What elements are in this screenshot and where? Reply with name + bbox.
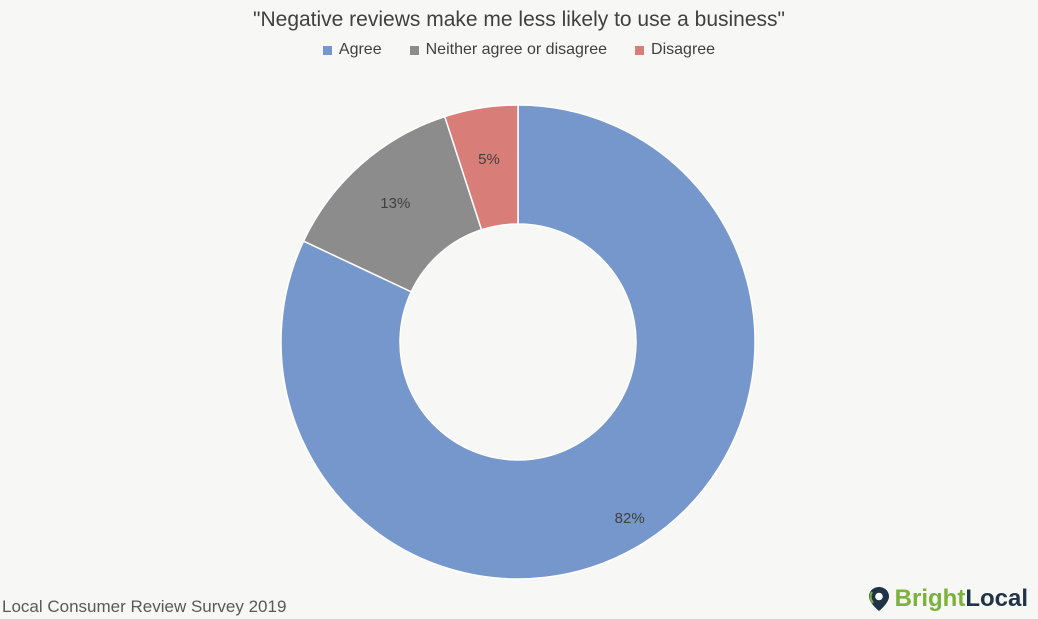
brand-logo: Bright Local <box>867 585 1028 613</box>
source-note: Local Consumer Review Survey 2019 <box>2 597 287 616</box>
legend-label: Agree <box>338 41 382 58</box>
legend-item: Neither agree or disagree <box>409 41 608 59</box>
legend-item: Disagree <box>635 41 715 59</box>
map-pin-icon <box>868 587 889 611</box>
brand-name-local: Local <box>965 585 1028 612</box>
legend-label: Disagree <box>651 41 716 58</box>
donut-slice-disagree <box>443 104 519 231</box>
legend-swatch <box>409 45 419 55</box>
chart-legend: Agree Neither agree or disagree Disagree <box>0 41 1038 59</box>
data-label: 5% <box>478 151 500 168</box>
donut-slice-neither-agree-or-disagree <box>302 115 483 293</box>
brand-name-bright: Bright <box>894 585 966 612</box>
data-label: 13% <box>380 195 410 212</box>
legend-swatch <box>635 45 645 55</box>
data-label: 82% <box>615 510 645 527</box>
legend-label: Neither agree or disagree <box>425 41 608 58</box>
chart-title: "Negative reviews make me less likely to… <box>253 8 785 31</box>
donut-slice-agree <box>280 104 756 580</box>
legend-swatch <box>322 45 332 55</box>
legend-item: Agree <box>322 41 382 59</box>
